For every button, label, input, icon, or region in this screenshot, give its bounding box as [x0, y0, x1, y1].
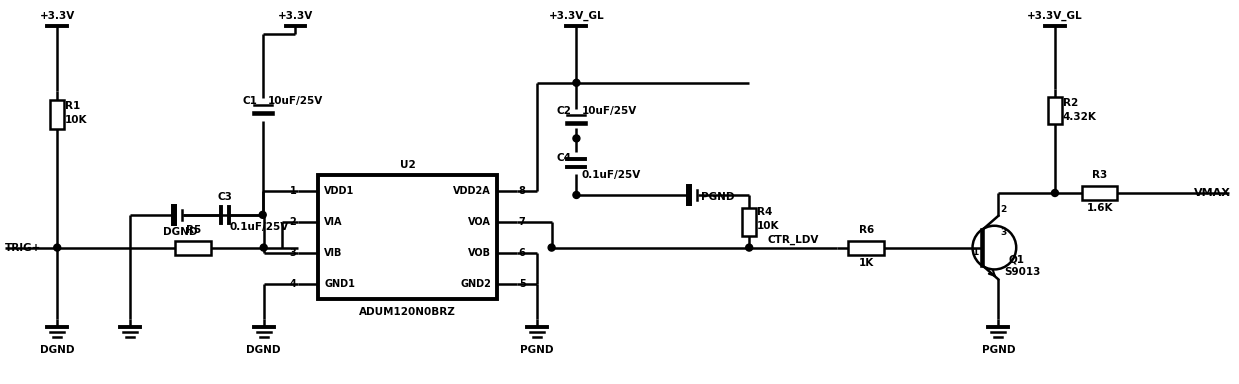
Circle shape: [53, 244, 61, 251]
Bar: [849, 241, 885, 255]
Text: 10uF/25V: 10uF/25V: [581, 106, 637, 116]
Text: VIA: VIA: [325, 217, 343, 227]
Text: 3: 3: [1000, 228, 1006, 237]
Text: VIB: VIB: [325, 248, 343, 258]
Text: 0.1uF/25V: 0.1uF/25V: [581, 170, 641, 180]
Text: 2: 2: [290, 217, 296, 227]
Text: CTR_LDV: CTR_LDV: [767, 234, 819, 245]
Bar: [1048, 97, 1062, 124]
Text: 1K: 1K: [859, 258, 873, 268]
Bar: [1082, 186, 1118, 200]
Bar: [51, 100, 64, 129]
Text: 10K: 10K: [757, 221, 779, 231]
Text: VMAX: VMAX: [1194, 188, 1230, 198]
Text: DGND: DGND: [247, 345, 281, 355]
Text: 6: 6: [519, 248, 525, 258]
Text: +3.3V_GL: +3.3V_GL: [1027, 11, 1083, 21]
Bar: [318, 175, 497, 299]
Circle shape: [259, 211, 266, 218]
Text: 2: 2: [1000, 205, 1006, 214]
Text: 1.6K: 1.6K: [1087, 203, 1113, 213]
Text: Q1: Q1: [1009, 255, 1025, 265]
Text: 1: 1: [290, 185, 296, 195]
Text: PGND: PGND: [981, 345, 1015, 355]
Text: TRIG+: TRIG+: [5, 243, 41, 253]
Text: 4: 4: [290, 279, 296, 289]
Text: +3.3V: +3.3V: [40, 11, 74, 21]
Text: GND1: GND1: [325, 279, 356, 289]
Text: S9013: S9013: [1005, 267, 1041, 277]
Circle shape: [572, 135, 580, 142]
Text: DGND: DGND: [40, 345, 74, 355]
Text: ADUM120N0BRZ: ADUM120N0BRZ: [359, 307, 456, 317]
Text: VDD1: VDD1: [325, 185, 354, 195]
Bar: [742, 208, 756, 236]
Text: 10K: 10K: [66, 114, 88, 124]
Text: C3: C3: [218, 192, 233, 202]
Text: 7: 7: [519, 217, 525, 227]
Text: C2: C2: [556, 106, 571, 116]
Text: 8: 8: [519, 185, 525, 195]
Text: 1: 1: [973, 248, 979, 257]
Text: 5: 5: [519, 279, 525, 289]
Text: R2: R2: [1063, 98, 1078, 108]
Text: 10uF/25V: 10uF/25V: [268, 96, 323, 106]
Text: R1: R1: [66, 101, 81, 111]
Text: 3: 3: [290, 248, 296, 258]
Text: VDD2A: VDD2A: [453, 185, 491, 195]
Circle shape: [548, 244, 555, 251]
Text: C4: C4: [556, 153, 571, 163]
Text: R5: R5: [186, 225, 201, 235]
Circle shape: [572, 79, 580, 86]
Text: 0.1uF/25V: 0.1uF/25V: [230, 222, 289, 232]
Circle shape: [260, 244, 268, 251]
Bar: [176, 241, 211, 255]
Circle shape: [1052, 190, 1058, 197]
Circle shape: [746, 244, 752, 251]
Text: 4.32K: 4.32K: [1063, 111, 1097, 122]
Text: R6: R6: [859, 225, 873, 235]
Text: VOB: VOB: [468, 248, 491, 258]
Text: PGND: PGND: [700, 192, 733, 202]
Circle shape: [572, 192, 580, 199]
Text: VOA: VOA: [468, 217, 491, 227]
Text: C1: C1: [243, 96, 258, 106]
Text: +3.3V: +3.3V: [278, 11, 313, 21]
Text: DGND: DGND: [164, 227, 197, 237]
Text: R4: R4: [757, 207, 772, 217]
Text: R3: R3: [1092, 170, 1108, 180]
Text: +3.3V_GL: +3.3V_GL: [549, 11, 605, 21]
Text: GND2: GND2: [460, 279, 491, 289]
Text: PGND: PGND: [520, 345, 554, 355]
Text: U2: U2: [400, 160, 415, 170]
